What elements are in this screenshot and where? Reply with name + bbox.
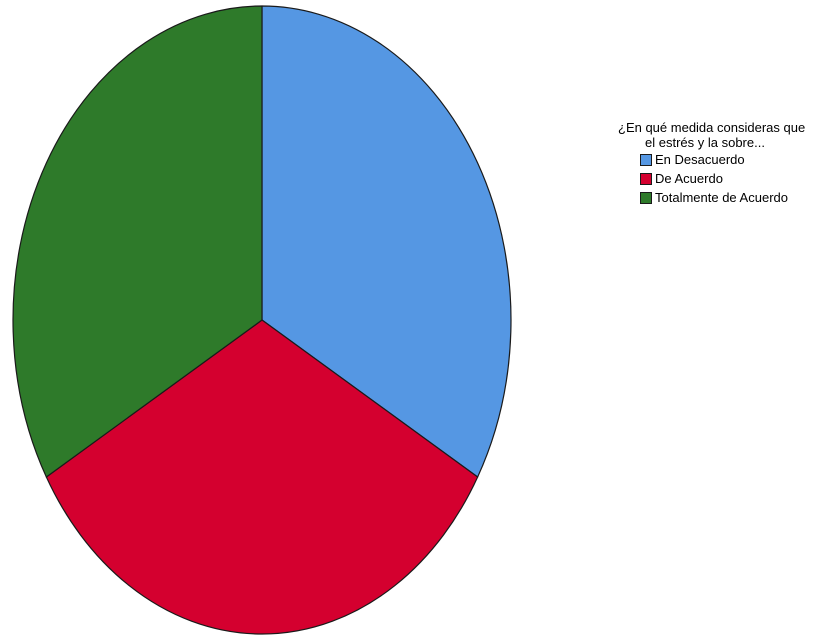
legend-swatch — [640, 153, 652, 166]
legend-label: De Acuerdo — [655, 171, 723, 186]
legend-label: En Desacuerdo — [655, 152, 745, 167]
legend-item-totalmente-de-acuerdo: Totalmente de Acuerdo — [640, 188, 834, 207]
legend-item-en-desacuerdo: En Desacuerdo — [640, 150, 834, 169]
legend-title-line-2: el estrés y la sobre... — [645, 135, 765, 150]
pie-slices — [12, 5, 512, 635]
pie-slice-totalmente-de-acuerdo — [12, 5, 263, 478]
legend-swatch — [640, 172, 652, 185]
pie-slice-en-desacuerdo — [261, 5, 512, 478]
legend-swatch — [640, 191, 652, 204]
pie-slice-de-acuerdo — [45, 319, 479, 635]
legend-title: ¿En qué medida consideras que el estrés … — [618, 120, 806, 150]
legend-label: Totalmente de Acuerdo — [655, 190, 788, 205]
legend-items: En Desacuerdo De Acuerdo Totalmente de Acu… — [640, 150, 834, 207]
chart-legend: ¿En qué medida consideras que el estrés … — [618, 120, 834, 207]
legend-title-line-1: ¿En qué medida consideras que — [618, 120, 806, 135]
legend-item-de-acuerdo: De Acuerdo — [640, 169, 834, 188]
